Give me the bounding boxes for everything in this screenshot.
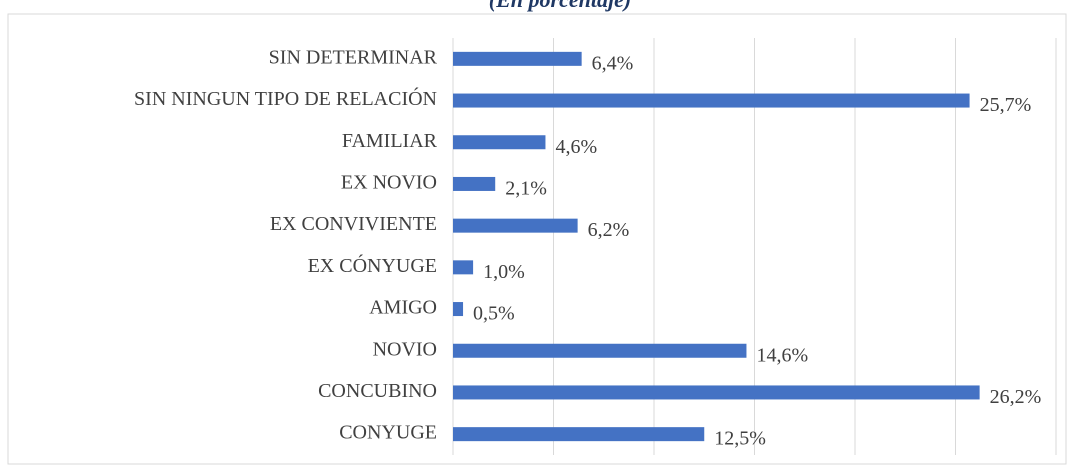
bar (453, 302, 464, 317)
bar (453, 385, 980, 400)
value-label: 26,2% (990, 386, 1042, 408)
category-label: EX CÓNYUGE (308, 253, 437, 277)
chart-subtitle: (En porcentaje) (489, 0, 631, 12)
value-label: 6,4% (592, 52, 634, 74)
category-label: CONCUBINO (318, 380, 437, 402)
value-label: 4,6% (555, 136, 597, 158)
bar (453, 427, 705, 442)
category-label: AMIGO (369, 297, 437, 319)
value-label: 1,0% (483, 261, 525, 283)
bar (453, 218, 578, 233)
value-label: 14,6% (756, 344, 808, 366)
value-label: 25,7% (980, 94, 1032, 116)
value-label: 0,5% (473, 303, 515, 325)
category-label: CONYUGE (339, 422, 437, 444)
category-label: EX CONVIVIENTE (270, 213, 437, 235)
bar (453, 176, 496, 191)
category-label: FAMILIAR (342, 130, 438, 152)
bar (453, 343, 747, 358)
bar (453, 260, 474, 275)
bar (453, 51, 582, 66)
bar (453, 93, 970, 108)
category-label: SIN DETERMINAR (269, 46, 438, 68)
category-label: NOVIO (373, 338, 437, 360)
value-label: 2,1% (505, 178, 547, 200)
category-label: EX NOVIO (341, 172, 437, 194)
bar (453, 135, 546, 150)
category-label: SIN NINGUN TIPO DE RELACIÓN (134, 86, 437, 110)
value-label: 12,5% (714, 428, 766, 450)
value-label: 6,2% (588, 219, 630, 241)
